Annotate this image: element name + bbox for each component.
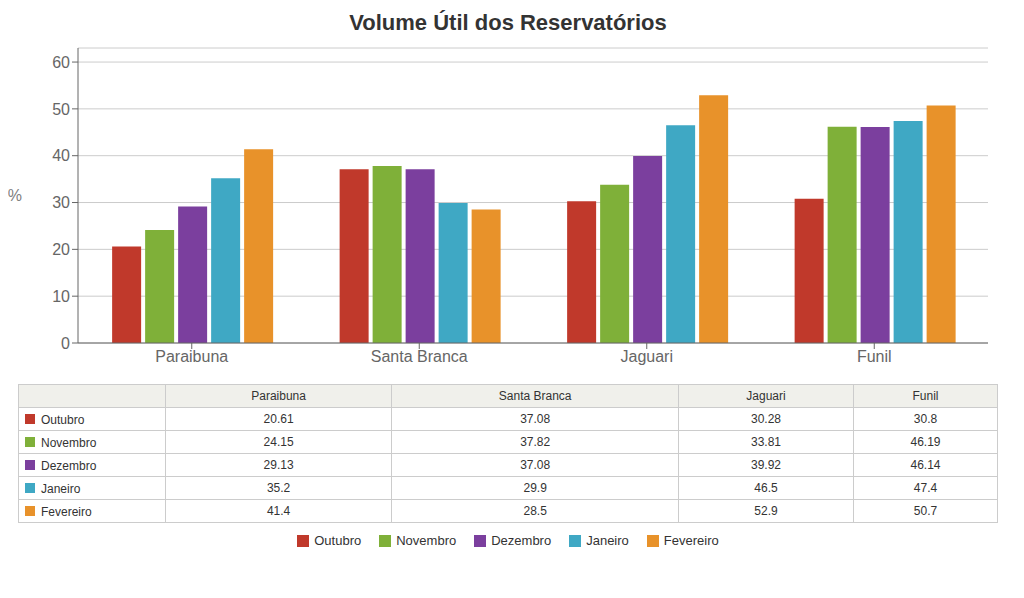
html-text:Janeiro: Janeiro <box>586 533 629 548</box>
svg-text:Paraibuna: Paraibuna <box>155 348 228 365</box>
svg-text:Funil: Funil <box>857 348 892 365</box>
html-text:Novembro: Novembro <box>41 435 97 450</box>
html-text:Jaguari: Jaguari <box>746 389 786 403</box>
html-text:39.92: 39.92 <box>751 458 781 472</box>
svg-text:Jaguari: Jaguari <box>621 348 673 365</box>
html-text:28.5: 28.5 <box>523 504 547 518</box>
html-text:37.08: 37.08 <box>520 458 551 472</box>
html-text:Outubro: Outubro <box>314 533 362 548</box>
html-text:Outubro: Outubro <box>41 412 85 427</box>
html-text:46.5: 46.5 <box>754 481 778 495</box>
html-text:33.81: 33.81 <box>751 435 781 449</box>
html-text:24.15: 24.15 <box>263 435 294 449</box>
html-text:30.8: 30.8 <box>913 412 938 426</box>
html-text:29.9: 29.9 <box>523 481 547 495</box>
html-text:Volume Útil dos Reservatórios: Volume Útil dos Reservatórios <box>349 10 667 35</box>
svg-text:30: 30 <box>52 194 70 211</box>
svg-text:10: 10 <box>52 288 70 305</box>
html-text:Funil: Funil <box>912 389 939 403</box>
html-text:37.08: 37.08 <box>520 412 551 426</box>
html-text:52.9: 52.9 <box>754 504 778 518</box>
html-text:46.19: 46.19 <box>910 435 941 449</box>
html-text:41.4: 41.4 <box>266 504 291 518</box>
html-text:47.4: 47.4 <box>913 481 938 495</box>
html-text:Santa Branca: Santa Branca <box>498 389 572 403</box>
html-text:Dezembro: Dezembro <box>41 458 97 473</box>
html-text:29.13: 29.13 <box>263 458 294 472</box>
svg-text:40: 40 <box>52 147 70 164</box>
html-text:37.82: 37.82 <box>520 435 551 449</box>
html-text:Dezembro: Dezembro <box>491 533 552 548</box>
svg-text:20: 20 <box>52 241 70 258</box>
html-text:Novembro: Novembro <box>396 533 457 548</box>
svg-text:0: 0 <box>61 335 70 352</box>
svg-text:Santa Branca: Santa Branca <box>371 348 468 365</box>
svg-text:50: 50 <box>52 101 70 118</box>
html-text:Fevereiro: Fevereiro <box>41 504 92 519</box>
html-text:46.14: 46.14 <box>910 458 941 472</box>
svg-text:%: % <box>8 187 22 204</box>
html-text:50.7: 50.7 <box>913 504 938 518</box>
html-text:Fevereiro: Fevereiro <box>663 533 719 548</box>
html-text:Janeiro: Janeiro <box>41 481 81 496</box>
html-text:20.61: 20.61 <box>263 412 294 426</box>
html-text:Paraibuna: Paraibuna <box>251 389 306 403</box>
html-text:35.2: 35.2 <box>266 481 291 495</box>
html-text:30.28: 30.28 <box>751 412 781 426</box>
svg-text:60: 60 <box>52 54 70 71</box>
